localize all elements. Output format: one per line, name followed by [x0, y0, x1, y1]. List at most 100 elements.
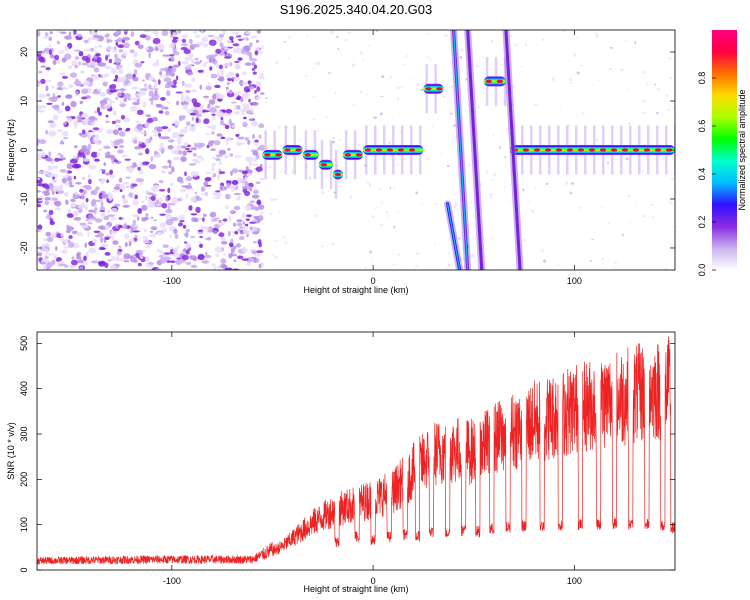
noise-blob [81, 88, 89, 95]
noise-dot [330, 30, 335, 34]
noise-blob [46, 93, 51, 97]
noise-dot [454, 202, 458, 206]
noise-blob [182, 150, 187, 156]
noise-blob [105, 120, 110, 124]
noise-blob [65, 168, 68, 174]
noise-dot [405, 54, 408, 58]
noise-blob [212, 93, 217, 100]
noise-blob [54, 157, 60, 162]
noise-blob [190, 264, 198, 269]
noise-blob [126, 127, 131, 131]
noise-blob [37, 30, 41, 37]
noise-blob [66, 226, 74, 231]
noise-blob [60, 169, 67, 173]
noise-blob [104, 152, 110, 156]
noise-blob [116, 92, 123, 97]
noise-blob [138, 141, 142, 145]
noise-blob [100, 243, 109, 248]
noise-blob [244, 204, 252, 211]
noise-blob [236, 177, 244, 184]
noise-blob [220, 241, 228, 245]
noise-blob [227, 230, 231, 237]
noise-blob [190, 147, 198, 151]
noise-blob [236, 105, 241, 110]
noise-blob [241, 82, 249, 85]
noise-dot [670, 177, 674, 180]
noise-dot [490, 179, 494, 181]
noise-blob [188, 205, 193, 211]
noise-blob [114, 46, 117, 51]
noise-blob [185, 193, 188, 200]
noise-blob [52, 185, 61, 192]
noise-blob [190, 213, 198, 216]
noise-blob [130, 227, 133, 234]
noise-blob [213, 217, 220, 220]
noise-dot [491, 237, 494, 240]
noise-blob [172, 51, 180, 56]
noise-blob [111, 120, 117, 125]
noise-dot [274, 256, 278, 259]
noise-blob [112, 190, 118, 193]
noise-blob [78, 132, 83, 136]
noise-blob [161, 126, 169, 130]
noise-blob [228, 118, 232, 126]
noise-blob [159, 68, 167, 71]
noise-blob [116, 37, 124, 43]
noise-blob [61, 76, 69, 79]
noise-dot [269, 165, 272, 169]
noise-blob [166, 260, 171, 263]
noise-blob [189, 112, 196, 116]
noise-blob [235, 31, 240, 36]
noise-blob [248, 118, 255, 121]
noise-blob [197, 69, 204, 73]
noise-blob [91, 61, 97, 67]
noise-dot [321, 191, 325, 195]
noise-blob [64, 46, 69, 52]
noise-blob [175, 91, 183, 94]
noise-blob [165, 72, 171, 76]
noise-blob [188, 188, 194, 191]
noise-blob [135, 252, 140, 258]
noise-blob [96, 152, 101, 157]
noise-dot [470, 202, 473, 204]
carrier-peak [386, 148, 394, 152]
noise-dot [486, 170, 488, 174]
noise-blob [98, 148, 103, 152]
noise-blob [174, 233, 179, 239]
noise-blob [201, 260, 210, 264]
noise-blob [57, 152, 62, 156]
noise-blob [63, 137, 69, 140]
spectrogram-ytick-label: -20 [19, 241, 29, 254]
noise-blob [160, 148, 165, 154]
noise-blob [37, 204, 41, 208]
noise-blob [256, 86, 261, 92]
noise-blob [172, 247, 178, 254]
noise-blob [136, 93, 142, 97]
noise-blob [227, 148, 231, 151]
noise-blob [246, 257, 253, 263]
noise-blob [185, 90, 191, 93]
spectrogram-ytick-label: 10 [19, 96, 29, 106]
noise-blob [176, 245, 180, 249]
noise-blob [87, 134, 92, 140]
noise-blob [58, 184, 64, 191]
noise-blob [210, 219, 218, 222]
noise-blob [235, 63, 240, 69]
noise-blob [190, 89, 198, 93]
noise-blob [160, 97, 166, 101]
noise-dot [454, 206, 456, 209]
noise-blob [137, 262, 142, 267]
noise-blob [220, 258, 227, 265]
noise-blob [203, 118, 210, 125]
noise-dot [581, 112, 584, 115]
noise-blob [248, 52, 253, 59]
noise-blob [208, 140, 214, 147]
noise-blob [252, 163, 258, 166]
noise-dot [580, 64, 582, 67]
noise-blob [64, 105, 71, 112]
noise-blob [46, 102, 53, 105]
noise-blob [232, 43, 240, 47]
noise-dot [470, 254, 474, 258]
noise-blob [240, 96, 244, 103]
noise-blob [214, 105, 220, 109]
